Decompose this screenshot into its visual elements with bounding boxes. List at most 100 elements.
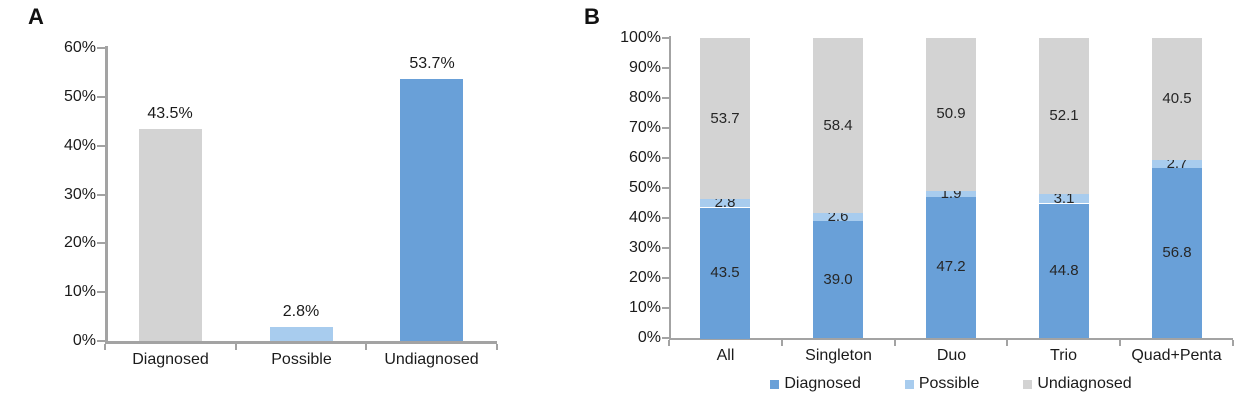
segment-diagnosed-quad+penta — [1152, 168, 1202, 338]
segment-undiagnosed-duo — [926, 38, 976, 191]
segment-value-label: 56.8 — [1162, 244, 1192, 261]
y-tick-label: 40% — [63, 137, 96, 154]
y-tick-mark — [662, 247, 669, 249]
segment-possible-trio — [1039, 194, 1089, 203]
segment-diagnosed-trio — [1039, 204, 1089, 338]
y-tick-label: 90% — [628, 59, 661, 76]
segment-possible-all — [700, 199, 750, 207]
y-tick-label: 100% — [620, 29, 661, 46]
bar-value-label: 2.8% — [282, 303, 320, 320]
segment-undiagnosed-singleton — [813, 38, 863, 213]
segment-value-label: 44.8 — [1049, 262, 1079, 279]
segment-undiagnosed-quad+penta — [1152, 38, 1202, 160]
x-tick-mark — [1232, 340, 1234, 346]
x-category-label: Undiagnosed — [384, 351, 479, 368]
x-category-label: Duo — [936, 347, 967, 364]
legend-label-undiagnosed: Undiagnosed — [1037, 375, 1132, 392]
x-tick-mark — [1119, 340, 1121, 346]
legend-swatch-diagnosed — [770, 379, 780, 389]
x-tick-mark — [781, 340, 783, 346]
y-tick-label: 80% — [628, 89, 661, 106]
bar-possible — [270, 327, 333, 341]
y-tick-mark — [662, 217, 669, 219]
y-tick-mark — [97, 194, 105, 196]
segment-value-label: 39.0 — [823, 271, 853, 288]
y-tick-label: 20% — [63, 234, 96, 251]
segment-undiagnosed-trio — [1039, 38, 1089, 194]
y-tick-label: 60% — [63, 39, 96, 56]
x-tick-mark — [894, 340, 896, 346]
legend-label-possible: Possible — [918, 375, 980, 392]
y-axis-line — [669, 36, 671, 340]
x-category-label: Diagnosed — [132, 351, 209, 368]
panel-b-label: B — [584, 4, 600, 29]
legend-item-possible: Possible — [904, 375, 980, 392]
legend-swatch-undiagnosed — [1023, 379, 1033, 389]
x-axis-line — [105, 341, 497, 344]
segment-value-label: 40.5 — [1162, 90, 1192, 107]
y-tick-label: 60% — [628, 149, 661, 166]
y-tick-mark — [97, 291, 105, 293]
y-tick-mark — [97, 47, 105, 49]
segment-value-label: 47.2 — [936, 258, 966, 275]
bar-diagnosed — [139, 129, 202, 341]
x-tick-mark — [365, 344, 367, 350]
y-tick-label: 40% — [628, 209, 661, 226]
segment-diagnosed-duo — [926, 196, 976, 338]
y-tick-label: 20% — [628, 269, 661, 286]
y-tick-mark — [662, 127, 669, 129]
segment-possible-quad+penta — [1152, 160, 1202, 168]
legend: Diagnosed Possible Undiagnosed — [669, 376, 1233, 392]
panel-a-label: A — [28, 4, 44, 29]
legend-item-undiagnosed: Undiagnosed — [1023, 375, 1132, 392]
y-tick-mark — [97, 340, 105, 342]
x-tick-mark — [104, 344, 106, 350]
segment-value-label: 3.1 — [1053, 190, 1075, 207]
segment-value-label: 43.5 — [710, 264, 740, 281]
legend-item-diagnosed: Diagnosed — [770, 376, 861, 392]
x-tick-mark — [235, 344, 237, 350]
y-tick-mark — [662, 307, 669, 309]
y-tick-mark — [97, 96, 105, 98]
x-tick-mark — [496, 344, 498, 350]
segment-diagnosed-all — [700, 208, 750, 339]
legend-label-diagnosed: Diagnosed — [784, 375, 861, 392]
x-category-label: Possible — [271, 351, 332, 368]
segment-value-label: 53.7 — [710, 110, 740, 127]
y-tick-label: 10% — [63, 283, 96, 300]
bar-value-label: 43.5% — [147, 105, 193, 122]
y-tick-mark — [662, 97, 669, 99]
segment-possible-duo — [926, 191, 976, 197]
y-tick-label: 70% — [628, 119, 661, 136]
y-tick-mark — [662, 277, 669, 279]
segment-value-label: 50.9 — [936, 105, 966, 122]
y-tick-mark — [97, 145, 105, 147]
segment-diagnosed-singleton — [813, 221, 863, 338]
x-category-label: All — [716, 347, 735, 364]
y-tick-mark — [662, 37, 669, 39]
segment-value-label: 52.1 — [1049, 107, 1079, 124]
bar-undiagnosed — [400, 79, 463, 341]
y-tick-mark — [662, 157, 669, 159]
y-tick-mark — [662, 67, 669, 69]
segment-value-label: 58.4 — [823, 117, 853, 134]
x-category-label: Quad+Penta — [1131, 347, 1222, 364]
x-axis-line — [669, 338, 1233, 340]
y-tick-mark — [662, 187, 669, 189]
x-tick-mark — [1006, 340, 1008, 346]
x-tick-mark — [668, 340, 670, 346]
y-tick-label: 50% — [63, 88, 96, 105]
y-axis-line — [105, 46, 108, 344]
y-tick-label: 0% — [72, 332, 96, 349]
y-tick-label: 0% — [637, 329, 661, 346]
y-tick-label: 50% — [628, 179, 661, 196]
y-tick-mark — [97, 242, 105, 244]
x-category-label: Singleton — [805, 347, 872, 364]
bar-value-label: 53.7% — [409, 55, 455, 72]
y-tick-mark — [662, 337, 669, 339]
x-category-label: Trio — [1050, 347, 1077, 364]
y-tick-label: 10% — [628, 299, 661, 316]
y-tick-label: 30% — [63, 186, 96, 203]
